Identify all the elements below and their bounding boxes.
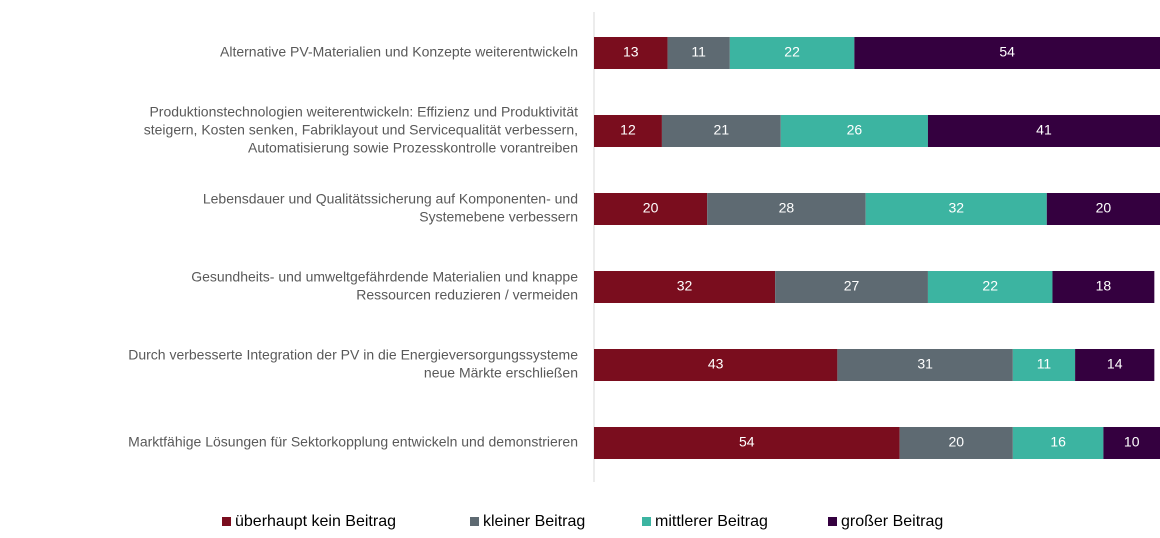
legend-label: kleiner Beitrag [483,513,585,530]
bar-segment [594,193,708,225]
value-label: 22 [982,278,998,294]
value-label: 32 [948,200,964,216]
bar-segment [775,271,928,303]
value-label: 20 [948,434,964,450]
bar-segment [594,349,838,381]
value-label: 28 [779,200,795,216]
legend-swatch [828,517,837,526]
category-label: Durch verbesserte Integration der PV in … [128,347,578,363]
legend-swatch [642,517,651,526]
bar-segment [899,427,1013,459]
bar-segment [707,193,866,225]
value-label: 32 [677,278,693,294]
bar-segment [927,115,1160,147]
legend-label: mittlerer Beitrag [655,513,768,530]
value-label: 14 [1107,356,1123,372]
category-label: neue Märkte erschließen [424,365,578,381]
value-label: 22 [784,44,800,60]
legend-swatch [470,517,479,526]
value-label: 11 [1037,356,1052,372]
bar-segment [927,271,1053,303]
bar-segment [594,115,662,147]
value-label: 12 [620,122,636,138]
value-label: 18 [1096,278,1112,294]
bar-segment [1012,349,1076,381]
value-label: 20 [1096,200,1112,216]
bar-segment [1075,349,1155,381]
category-label: Lebensdauer und Qualitätssicherung auf K… [203,191,578,207]
value-label: 10 [1124,434,1140,450]
value-label: 16 [1050,434,1066,450]
bar-segment [1103,427,1160,459]
bar-segment [780,115,928,147]
bar-segment [1012,427,1104,459]
value-label: 31 [917,356,933,372]
category-label: Alternative PV-Materialien und Konzepte … [220,44,578,60]
category-label: Marktfähige Lösungen für Sektorkopplung … [128,434,578,450]
value-label: 26 [847,122,863,138]
category-label: Automatisierung sowie Prozesskontrolle v… [248,140,578,156]
legend-swatch [222,517,231,526]
value-label: 21 [714,122,730,138]
bar-segment [837,349,1013,381]
category-label: Produktionstechnologien weiterentwickeln… [149,104,578,120]
value-label: 20 [643,200,659,216]
bar-segment [729,37,855,69]
bar-segment [594,37,668,69]
legend-label: überhaupt kein Beitrag [235,513,396,530]
value-label: 54 [739,434,755,450]
category-label: Gesundheits- und umweltgefährdende Mater… [191,269,578,285]
value-label: 54 [999,44,1015,60]
bar-segment [865,193,1047,225]
value-label: 43 [708,356,724,372]
value-label: 11 [691,44,706,60]
bar-segment [594,271,776,303]
value-label: 41 [1036,122,1052,138]
legend-label: großer Beitrag [841,513,943,530]
bar-segment [667,37,730,69]
value-label: 13 [623,44,639,60]
category-label: Ressourcen reduzieren / vermeiden [356,287,578,303]
category-label: Systemebene verbessern [419,209,578,225]
bar-segment [661,115,781,147]
bar-segment [1052,271,1155,303]
category-label: steigern, Kosten senken, Fabriklayout un… [144,122,578,138]
bar-segment [594,427,900,459]
value-label: 27 [844,278,860,294]
bar-segment [1046,193,1160,225]
bar-segment [854,37,1160,69]
